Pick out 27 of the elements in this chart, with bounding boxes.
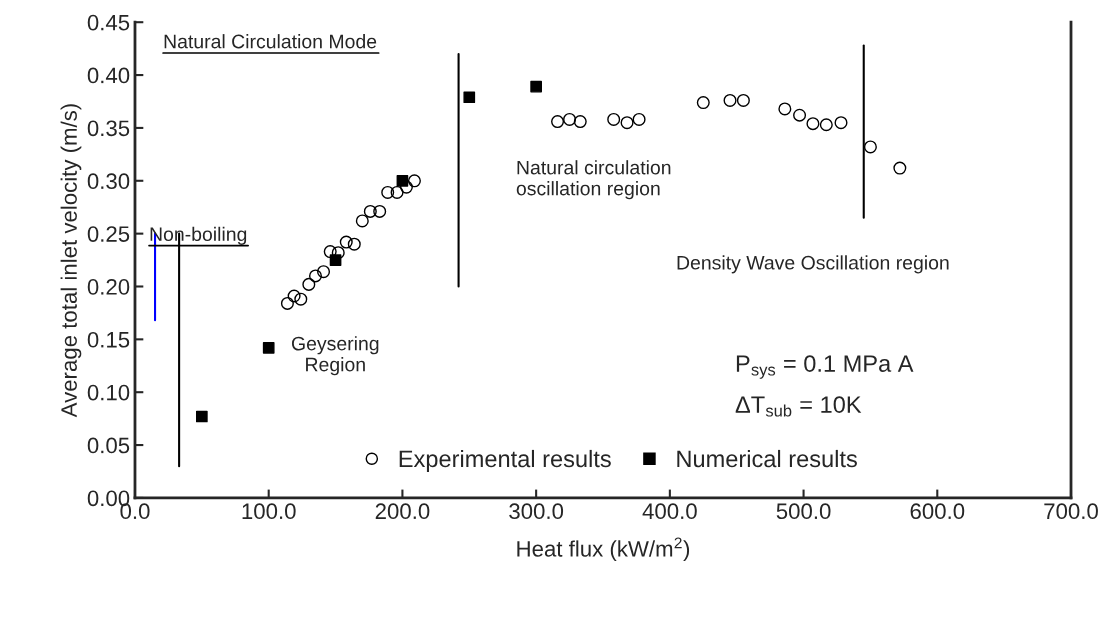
x-tick-label: 300.0: [509, 503, 564, 520]
legend-label: Numerical results: [677, 449, 857, 468]
annotation: Natural Circulation Mode: [164, 34, 377, 49]
x-tick-label: 100.0: [242, 503, 296, 520]
y-tick-label: 0.25: [87, 226, 130, 242]
legend-label: Experimental results: [399, 449, 611, 472]
annotation: P$_{sys}$ = 0.1 MPa A: [736, 355, 914, 379]
y-tick-label: 0.05: [87, 437, 130, 454]
x-tick-label: 700.0: [1044, 503, 1098, 520]
annotation: Geysering Region: [291, 336, 379, 376]
x-axis-title: Heat flux (kW/m$^{2}$): [517, 537, 690, 562]
x-tick-label: 500.0: [776, 503, 831, 520]
annotation: ΔT$_{sub}$ = 10K: [735, 396, 862, 417]
annotation: Non-boiling: [150, 226, 247, 245]
annotation: Density Wave Oscillation region: [677, 255, 949, 274]
annotation: Natural circulation oscillation region: [516, 160, 671, 200]
y-tick-label: 0.15: [87, 331, 130, 348]
y-tick-label: 0.20: [87, 279, 130, 295]
y-tick-label: 0.10: [87, 384, 130, 401]
x-tick-label: 600.0: [910, 503, 965, 520]
x-tick-label: 200.0: [375, 503, 430, 520]
y-tick-label: 0.35: [87, 120, 130, 137]
y-tick-label: 0.40: [87, 67, 130, 84]
x-tick-label: 400.0: [642, 503, 697, 520]
y-axis-title: Average total inlet velocity (m/s): [60, 104, 82, 418]
y-tick-label: 0.30: [87, 173, 130, 190]
y-tick-label: 0.45: [87, 14, 130, 31]
